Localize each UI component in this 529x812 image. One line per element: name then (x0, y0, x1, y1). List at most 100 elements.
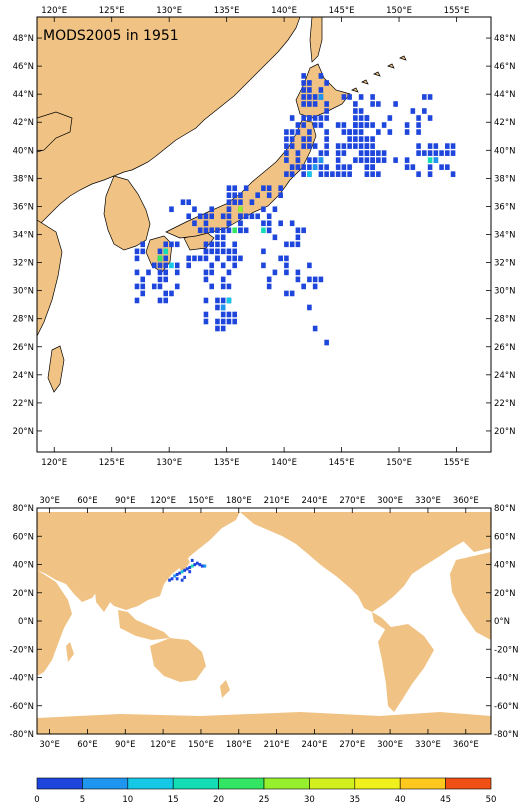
obs-cell (163, 276, 169, 283)
obs-cell (175, 572, 179, 577)
obs-cell (186, 255, 192, 262)
obs-cell (324, 164, 329, 170)
new-zealand (220, 680, 230, 698)
lon-label: 90°E (115, 496, 135, 506)
obs-cell (226, 248, 232, 255)
obs-cell (255, 213, 260, 220)
obs-cell (157, 255, 163, 262)
obs-cell (174, 269, 180, 276)
obs-cell (335, 122, 341, 128)
lon-label: 145°E (329, 6, 355, 16)
obs-cell (301, 171, 306, 177)
obs-cell (295, 157, 301, 163)
obs-cell (318, 115, 324, 121)
obs-cell (416, 143, 421, 149)
obs-cell (364, 164, 370, 170)
lon-label: 270°E (339, 496, 365, 506)
obs-cell (450, 171, 456, 177)
regional-map-title: MODS2005 in 1951 (43, 28, 179, 44)
obs-cell (335, 164, 341, 170)
obs-cell (307, 136, 312, 142)
obs-cell (243, 213, 249, 220)
obs-cell (289, 129, 295, 135)
obs-cell (387, 129, 393, 135)
obs-cell (307, 164, 312, 170)
obs-cell (358, 136, 364, 142)
obs-cell (422, 150, 427, 156)
obs-cell (220, 276, 226, 283)
colorbar-labels: 0 5 10 15 20 25 30 35 40 45 50 (34, 795, 496, 805)
obs-cell (220, 234, 226, 241)
obs-cell (376, 129, 381, 135)
shandong-peninsula (37, 111, 73, 153)
obs-cell (450, 143, 456, 149)
obs-cell (335, 143, 341, 149)
obs-cell (301, 80, 306, 86)
obs-cell (376, 171, 381, 177)
obs-cell (183, 575, 187, 579)
obs-cell (266, 185, 272, 191)
lon-label: 330°E (415, 740, 441, 750)
obs-cell (422, 108, 427, 114)
obs-cell (232, 241, 237, 248)
obs-cell (347, 164, 352, 170)
lat-label: 36°N (13, 202, 34, 212)
obs-cell (226, 192, 232, 199)
obs-cell (307, 115, 312, 121)
obs-cell (243, 227, 249, 234)
lat-label: -20°N (10, 645, 35, 655)
obs-cell (232, 262, 237, 269)
obs-cell (393, 157, 398, 163)
lat-label: 34°N (13, 231, 34, 241)
colorbar-segment (354, 777, 401, 790)
obs-cell (249, 213, 255, 220)
obs-cell (186, 262, 192, 269)
obs-cell (266, 213, 272, 220)
obs-cell (318, 94, 324, 100)
obs-cell (312, 276, 318, 283)
obs-cell (370, 157, 375, 163)
obs-cell (295, 164, 301, 170)
lon-label: 150°E (386, 458, 412, 468)
east-china-coast (37, 219, 63, 337)
africa (37, 570, 72, 676)
obs-cell (358, 129, 364, 135)
obs-cell (272, 206, 278, 213)
lat-label: -80°N (494, 730, 519, 740)
lat-label: 48°N (494, 34, 515, 44)
obs-cell (370, 122, 375, 128)
lon-label: 150°E (188, 496, 214, 506)
obs-cell (197, 255, 203, 262)
obs-cell (209, 227, 215, 234)
lon-label: 130°E (156, 458, 182, 468)
obs-cell (215, 248, 220, 255)
obs-cell (157, 248, 163, 255)
lon-label: 360°E (453, 740, 479, 750)
colorbar-tick-label: 25 (259, 795, 270, 805)
obs-cell (157, 269, 163, 276)
lon-label: 125°E (99, 458, 125, 468)
obs-cell (261, 206, 266, 213)
obs-cell (370, 143, 375, 149)
regional-map-ticks (37, 17, 491, 452)
colorbar-tick-label: 40 (395, 795, 406, 805)
obs-cell (140, 248, 146, 255)
korean-peninsula (103, 175, 151, 251)
lat-label: 20°N (13, 589, 34, 599)
obs-cell (203, 269, 209, 276)
obs-cell (203, 213, 209, 220)
obs-cell (439, 150, 444, 156)
obs-cell (190, 564, 194, 568)
obs-cell (376, 150, 381, 156)
obs-cell (341, 150, 347, 156)
lat-label: -80°N (10, 730, 35, 740)
obs-cell (174, 241, 180, 248)
lat-label: 46°N (13, 62, 34, 72)
obs-cell (151, 262, 157, 269)
colorbar-segment (36, 777, 83, 790)
lon-label: 330°E (415, 496, 441, 506)
obs-cell (416, 115, 421, 121)
antarctica (37, 712, 491, 734)
central-america (372, 612, 392, 630)
obs-cell (226, 311, 232, 318)
